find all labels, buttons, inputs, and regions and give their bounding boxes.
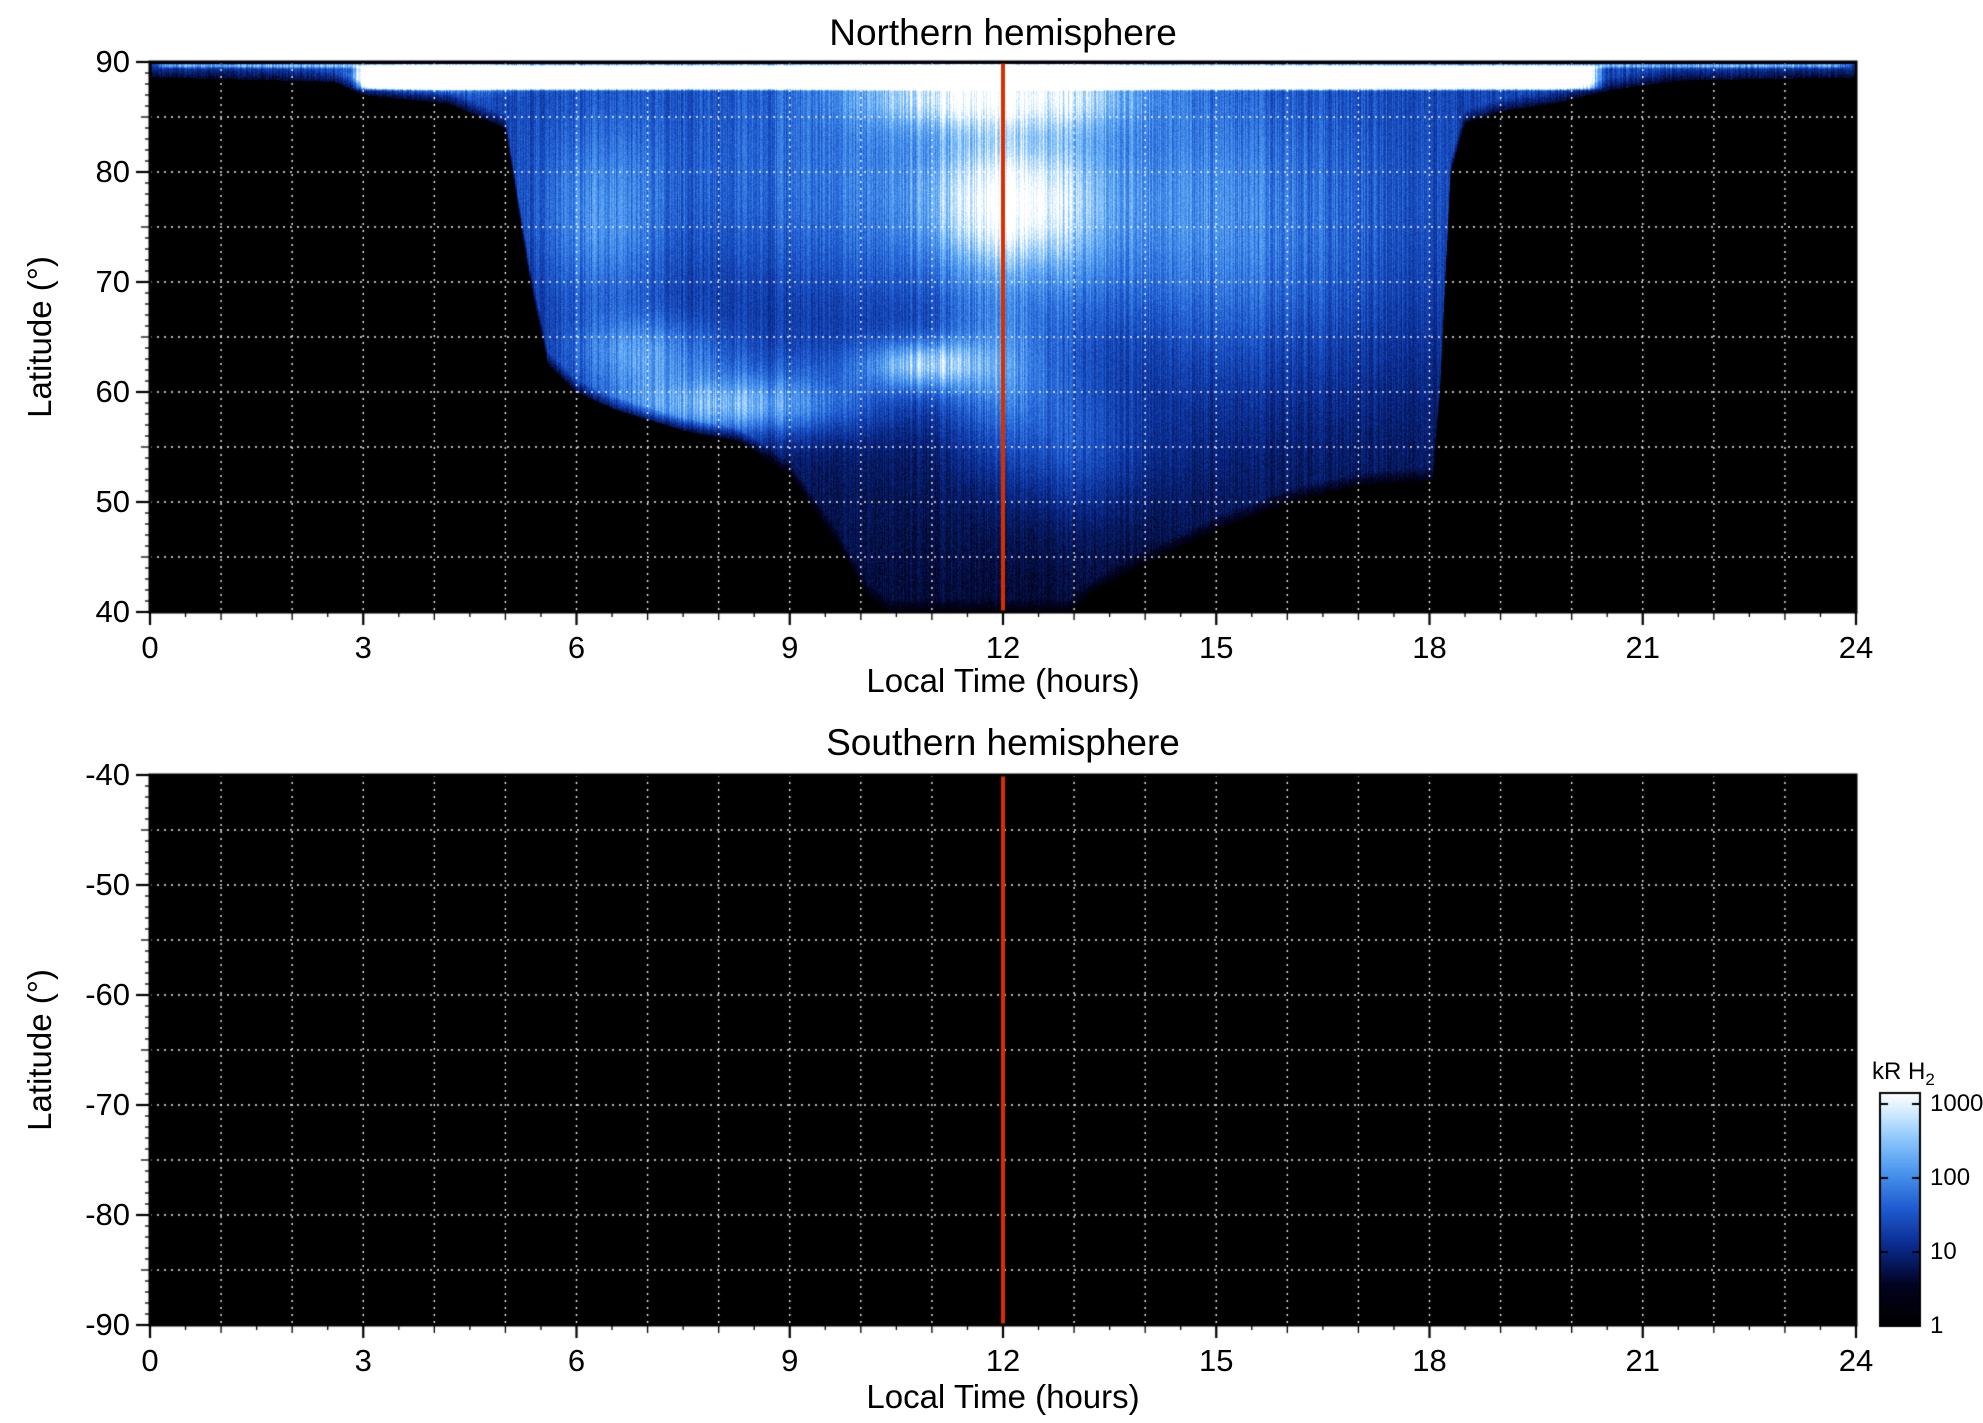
figure: Northern hemisphere Southern hemisphere … — [0, 0, 1983, 1423]
figure-canvas — [0, 0, 1983, 1423]
